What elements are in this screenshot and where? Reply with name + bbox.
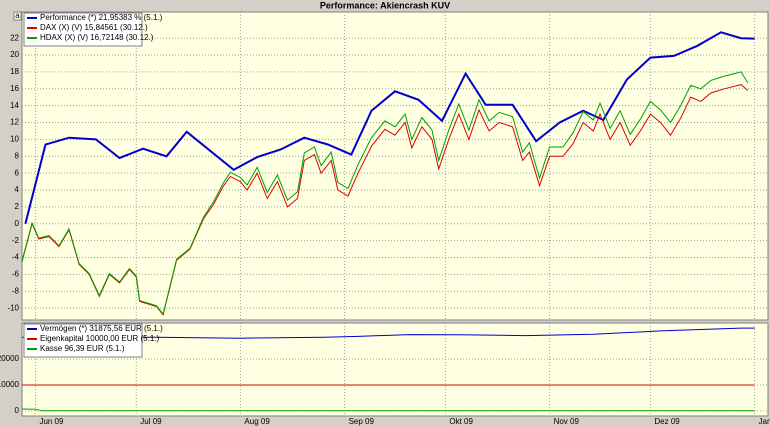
y-tick-label: -4 — [12, 253, 20, 262]
y-tick-label: -2 — [12, 236, 20, 245]
y-tick-label: 12 — [10, 118, 19, 127]
y-tick-label: 20 — [10, 50, 19, 59]
legend-box — [23, 12, 143, 47]
x-tick-label: Jun 09 — [39, 417, 64, 426]
y-tick-label: -10 — [7, 303, 19, 312]
y-tick-label: 10000 — [0, 380, 20, 389]
y-tick-label: 16 — [10, 84, 19, 93]
legend-label: Kasse 96,39 EUR (5.1.) — [40, 344, 125, 353]
legend-label: HDAX (X) (V) 16,72148 (30.12.) — [40, 33, 154, 42]
panel-label-box — [13, 11, 22, 21]
y-tick-label: 18 — [10, 67, 19, 76]
legend-label: Vermögen (*) 31875,56 EUR (5.1.) — [40, 324, 163, 333]
legend-box — [23, 323, 143, 358]
data-line — [21, 408, 755, 412]
data-line — [22, 327, 755, 339]
y-tick-label: 2 — [15, 202, 20, 211]
data-line — [21, 71, 749, 316]
y-tick-label: 20000 — [0, 354, 20, 363]
data-line — [24, 31, 755, 225]
panel-label: a — [15, 11, 20, 20]
legend-label: DAX (X) (V) 15,84561 (30.12.) — [40, 23, 148, 32]
y-tick-label: 4 — [15, 185, 20, 194]
x-tick-label: Aug 09 — [244, 417, 270, 426]
y-tick-label: 6 — [15, 168, 20, 177]
x-tick-label: Jul 09 — [140, 417, 162, 426]
y-tick-label: 22 — [10, 33, 19, 42]
chart-title: Performance: Akiencrash KUV — [320, 0, 450, 10]
y-tick-label: 0 — [15, 406, 20, 415]
y-tick-label: 0 — [15, 219, 20, 228]
y-tick-label: 8 — [15, 151, 20, 160]
legend-label: Performance (*) 21,95383 % (5.1.) — [40, 13, 163, 22]
legend-label: Eigenkapital 10000,00 EUR (5.1.) — [40, 334, 160, 343]
x-tick-label: Jan 10 — [759, 417, 770, 426]
x-tick-label: Sep 09 — [349, 417, 375, 426]
y-tick-label: 14 — [10, 101, 19, 110]
y-tick-label: -6 — [12, 270, 20, 279]
x-tick-label: Dez 09 — [654, 417, 680, 426]
y-tick-label: 10 — [10, 135, 19, 144]
y-tick-label: -8 — [12, 286, 20, 295]
x-tick-label: Okt 09 — [449, 417, 473, 426]
x-tick-label: Nov 09 — [554, 417, 580, 426]
plot-area — [21, 322, 769, 417]
